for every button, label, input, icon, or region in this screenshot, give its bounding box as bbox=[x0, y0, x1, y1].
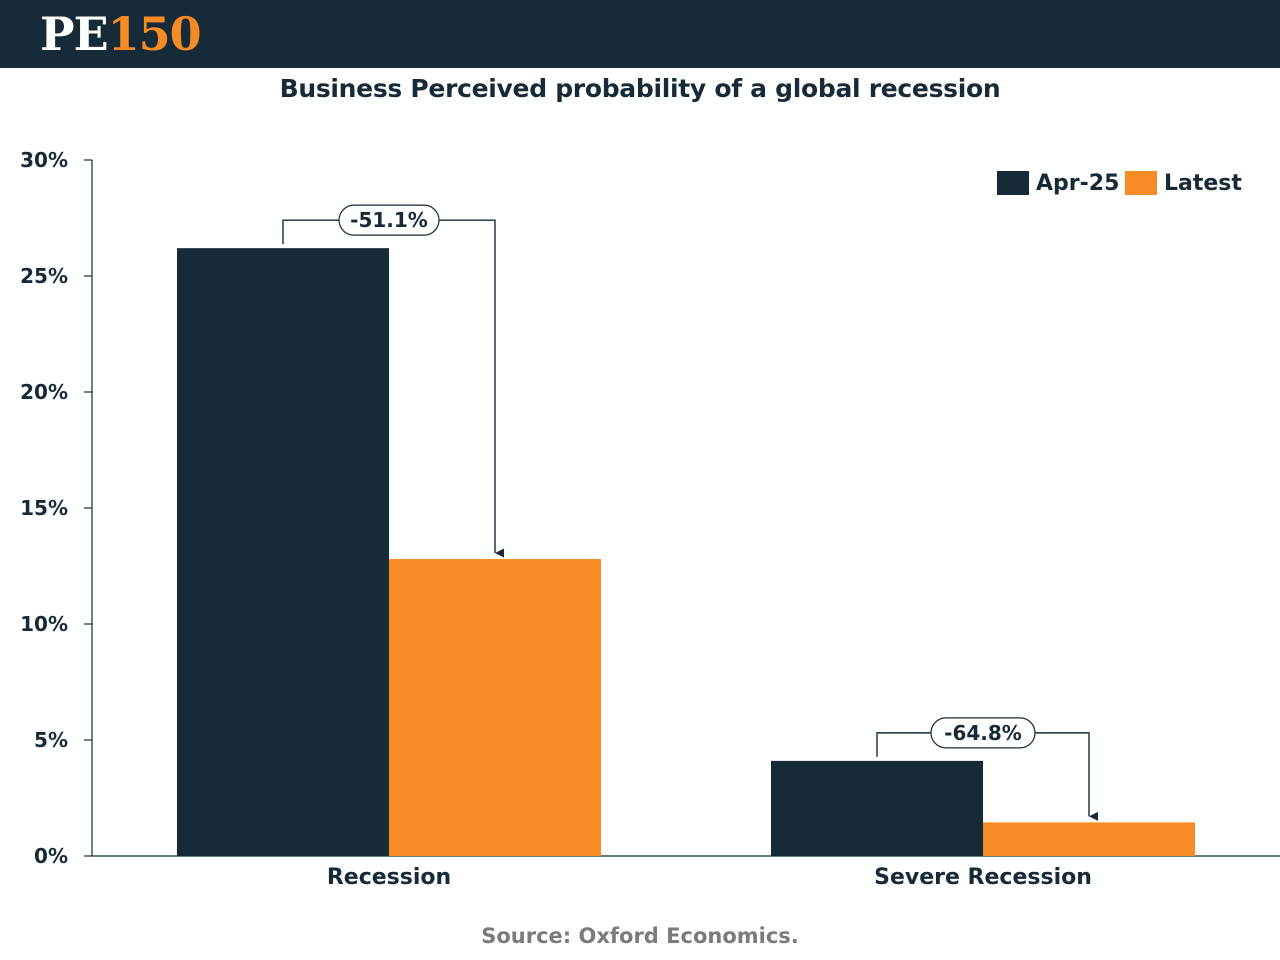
source-note: Source: Oxford Economics. bbox=[481, 924, 799, 948]
legend-label: Latest bbox=[1164, 171, 1242, 196]
chart-title: Business Perceived probability of a glob… bbox=[279, 74, 1001, 103]
y-tick-label: 15% bbox=[20, 496, 68, 520]
brand-logo: PE150 bbox=[40, 7, 202, 61]
x-category-label: Recession bbox=[327, 865, 451, 890]
header-bar: PE150 bbox=[0, 0, 1280, 68]
y-tick-label: 5% bbox=[34, 728, 68, 752]
change-label: -51.1% bbox=[350, 208, 428, 232]
y-tick-label: 0% bbox=[34, 844, 68, 868]
change-label-pill bbox=[338, 204, 440, 236]
y-tick-label: 10% bbox=[20, 612, 68, 636]
bar-apr-25-1 bbox=[771, 760, 983, 856]
bar-latest-0 bbox=[389, 559, 601, 856]
legend-swatch bbox=[997, 171, 1029, 195]
legend-label: Apr-25 bbox=[1036, 171, 1119, 196]
bar-latest-1 bbox=[983, 822, 1195, 856]
y-tick-label: 20% bbox=[20, 380, 68, 404]
y-tick-label: 30% bbox=[20, 148, 68, 172]
legend-swatch bbox=[1125, 171, 1157, 195]
bar-apr-25-0 bbox=[177, 248, 389, 856]
change-label-pill bbox=[930, 717, 1036, 749]
change-label: -64.8% bbox=[944, 721, 1022, 745]
y-tick-label: 25% bbox=[20, 264, 68, 288]
x-category-label: Severe Recession bbox=[874, 865, 1092, 890]
